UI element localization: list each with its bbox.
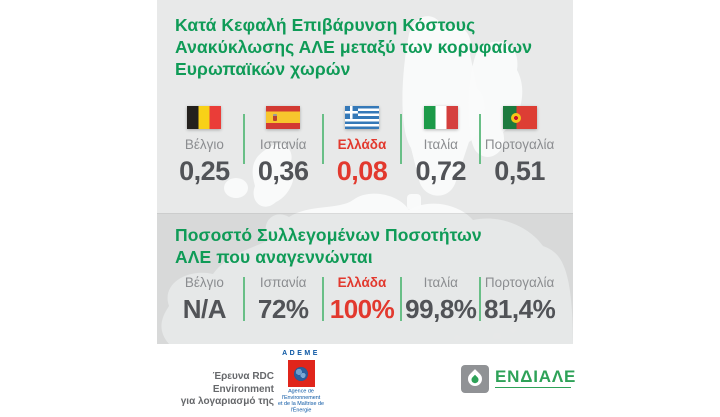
endiale-logo-name: ΕΝΔΙΑΛΕ [495,367,577,386]
column-belgium-rate: Βέλγιο N/A [165,275,244,324]
infographic-panel: Κατά Κεφαλή Επιβάρυνση Κόστους Ανακύκλωσ… [157,0,573,344]
country-label: Ελλάδα [337,137,387,152]
column-greece-cost: Ελλάδα 0,08 [321,106,402,186]
credit-line-1: Έρευνα RDC Environment [212,371,274,395]
oil-drop-icon [461,365,489,393]
ademe-subtitle: Agence de l'Environnement et de la Maîtr… [272,389,330,414]
section2-title: Ποσοστό Συλλεγομένων Ποσοτήτων ΑΛΕ που α… [175,225,482,267]
greece-flag-icon [344,106,379,129]
country-label: Ισπανία [259,275,307,290]
credit-line-2: για λογαριασμό της [180,396,274,407]
section1-columns: Βέλγιο 0,25 Ισπανία 0,36 Ελλάδα 0,08 Ιτα… [165,106,559,185]
value-label: 99,8% [405,294,477,324]
value-label: 0,72 [415,156,467,186]
spain-flag-icon [266,106,301,129]
country-label: Πορτογαλία [484,137,555,152]
country-label: Ιταλία [423,275,458,290]
ademe-globe-icon [287,360,315,387]
drop-outer-icon [465,369,485,389]
ademe-logo-name: ADEME [282,350,320,357]
belgium-flag-icon [187,106,222,129]
section1-title: Κατά Κεφαλή Επιβάρυνση Κόστους Ανακύκλωσ… [175,15,533,79]
column-italy-cost: Ιταλία 0,72 [400,106,480,186]
endiale-tagline [495,387,571,390]
europe-map-silhouette [161,16,573,344]
section2-background [157,213,573,344]
country-label: Βέλγιο [184,137,224,152]
column-belgium-cost: Βέλγιο 0,25 [165,106,244,185]
value-label: 81,4% [483,294,556,324]
column-greece-rate: Ελλάδα 100% [321,275,402,324]
endiale-logo: ΕΝΔΙΑΛΕ [461,365,576,393]
value-label: N/A [182,294,227,324]
drop-inner-icon [470,374,480,384]
country-label: Πορτογαλία [484,275,555,290]
portugal-flag-icon [502,106,537,129]
country-label: Βέλγιο [184,275,224,290]
value-label: 72% [257,294,309,324]
italy-flag-icon [423,106,458,129]
value-label: 100% [329,294,395,324]
footer: Έρευνα RDC Environment για λογαριασμό τη… [157,344,576,413]
column-spain-cost: Ισπανία 0,36 [242,106,323,186]
value-label: 0,36 [257,156,309,186]
value-label: 0,08 [336,156,388,186]
value-label: 0,51 [494,156,545,186]
country-label: Ιταλία [423,137,458,152]
country-label: Ελλάδα [337,275,387,290]
column-portugal-rate: Πορτογαλία 81,4% [479,275,559,324]
country-label: Ισπανία [259,137,307,152]
column-portugal-cost: Πορτογαλία 0,51 [479,106,559,186]
credit-text: Έρευνα RDC Environment για λογαριασμό τη… [157,371,274,409]
ademe-subtitle-line-2: et de la Maîtrise de l'Énergie [278,401,324,414]
column-spain-rate: Ισπανία 72% [242,275,323,324]
section2-columns: Βέλγιο N/A Ισπανία 72% Ελλάδα 100% Ιταλί… [165,275,559,324]
column-italy-rate: Ιταλία 99,8% [400,275,480,324]
infographic-canvas: Κατά Κεφαλή Επιβάρυνση Κόστους Ανακύκλωσ… [157,0,576,414]
ademe-logo: ADEME Agence de l'Environnement et de la… [269,350,333,417]
value-label: 0,25 [179,156,230,186]
ademe-subtitle-line-1: Agence de l'Environnement [281,389,321,401]
globe-icon [294,366,308,381]
